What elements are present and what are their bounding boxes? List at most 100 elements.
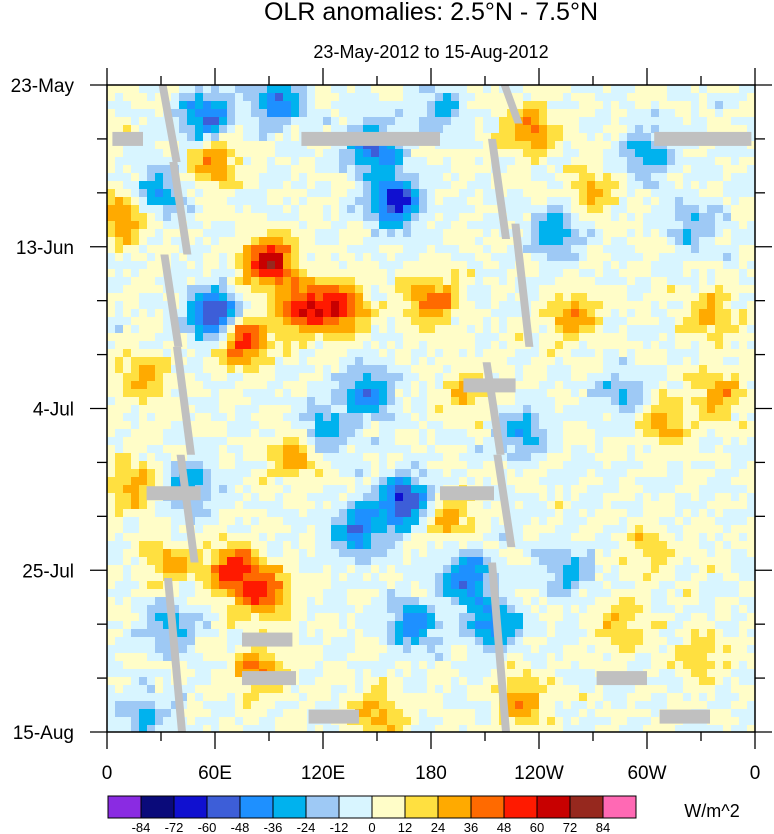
field-cell: [523, 421, 532, 430]
field-cell: [363, 317, 372, 326]
field-cell: [491, 525, 500, 534]
field-cell: [331, 149, 340, 158]
field-cell: [435, 517, 444, 526]
field-cell: [227, 229, 236, 238]
field-cell: [707, 181, 716, 190]
field-cell: [379, 125, 388, 134]
field-cell: [539, 437, 548, 446]
field-cell: [243, 349, 252, 358]
field-cell: [523, 101, 532, 110]
field-cell: [331, 301, 340, 310]
field-cell: [507, 261, 516, 270]
field-cell: [715, 509, 724, 518]
field-cell: [539, 445, 548, 454]
field-cell: [715, 453, 724, 462]
field-cell: [371, 221, 380, 230]
field-cell: [459, 421, 468, 430]
field-cell: [603, 405, 612, 414]
field-cell: [107, 309, 116, 318]
field-cell: [643, 509, 652, 518]
field-cell: [475, 357, 484, 366]
field-cell: [675, 549, 684, 558]
field-cell: [115, 221, 124, 230]
field-cell: [315, 125, 324, 134]
field-cell: [451, 565, 460, 574]
field-cell: [339, 269, 348, 278]
field-cell: [699, 333, 708, 342]
field-cell: [563, 397, 572, 406]
field-cell: [499, 565, 508, 574]
field-cell: [683, 293, 692, 302]
field-cell: [323, 413, 332, 422]
field-cell: [635, 341, 644, 350]
field-cell: [531, 221, 540, 230]
field-cell: [435, 245, 444, 254]
field-cell: [163, 357, 172, 366]
field-cell: [451, 325, 460, 334]
field-cell: [459, 565, 468, 574]
field-cell: [451, 93, 460, 102]
field-cell: [723, 493, 732, 502]
field-cell: [371, 173, 380, 182]
field-cell: [251, 381, 260, 390]
field-cell: [483, 549, 492, 558]
field-cell: [355, 549, 364, 558]
field-cell: [395, 509, 404, 518]
field-cell: [611, 93, 620, 102]
field-cell: [667, 213, 676, 222]
field-cell: [571, 229, 580, 238]
field-cell: [643, 461, 652, 470]
field-cell: [435, 125, 444, 134]
field-cell: [203, 549, 212, 558]
field-cell: [347, 365, 356, 374]
field-cell: [731, 221, 740, 230]
field-cell: [715, 253, 724, 262]
field-cell: [683, 429, 692, 438]
field-cell: [435, 437, 444, 446]
field-cell: [371, 333, 380, 342]
field-cell: [347, 309, 356, 318]
field-cell: [419, 285, 428, 294]
field-cell: [739, 493, 748, 502]
field-cell: [435, 261, 444, 270]
field-cell: [667, 533, 676, 542]
field-cell: [747, 253, 755, 262]
field-cell: [523, 357, 532, 366]
field-cell: [723, 373, 732, 382]
field-cell: [243, 269, 252, 278]
field-cell: [323, 157, 332, 166]
field-cell: [523, 285, 532, 294]
field-cell: [723, 445, 732, 454]
field-cell: [363, 349, 372, 358]
field-cell: [531, 413, 540, 422]
field-cell: [627, 509, 636, 518]
field-cell: [203, 101, 212, 110]
field-cell: [595, 493, 604, 502]
field-cell: [579, 141, 588, 150]
field-cell: [723, 485, 732, 494]
field-cell: [115, 189, 124, 198]
field-cell: [267, 357, 276, 366]
field-cell: [451, 269, 460, 278]
field-cell: [459, 237, 468, 246]
field-cell: [379, 525, 388, 534]
field-cell: [315, 117, 324, 126]
field-cell: [675, 277, 684, 286]
field-cell: [251, 141, 260, 150]
field-cell: [723, 85, 732, 94]
field-cell: [571, 349, 580, 358]
field-cell: [627, 493, 636, 502]
field-cell: [291, 365, 300, 374]
field-cell: [115, 413, 124, 422]
field-cell: [451, 437, 460, 446]
field-cell: [547, 189, 556, 198]
field-cell: [707, 293, 716, 302]
field-cell: [299, 349, 308, 358]
field-cell: [291, 141, 300, 150]
field-cell: [195, 397, 204, 406]
field-cell: [275, 269, 284, 278]
field-cell: [179, 165, 188, 174]
field-cell: [523, 533, 532, 542]
field-cell: [555, 221, 564, 230]
field-cell: [531, 461, 540, 470]
